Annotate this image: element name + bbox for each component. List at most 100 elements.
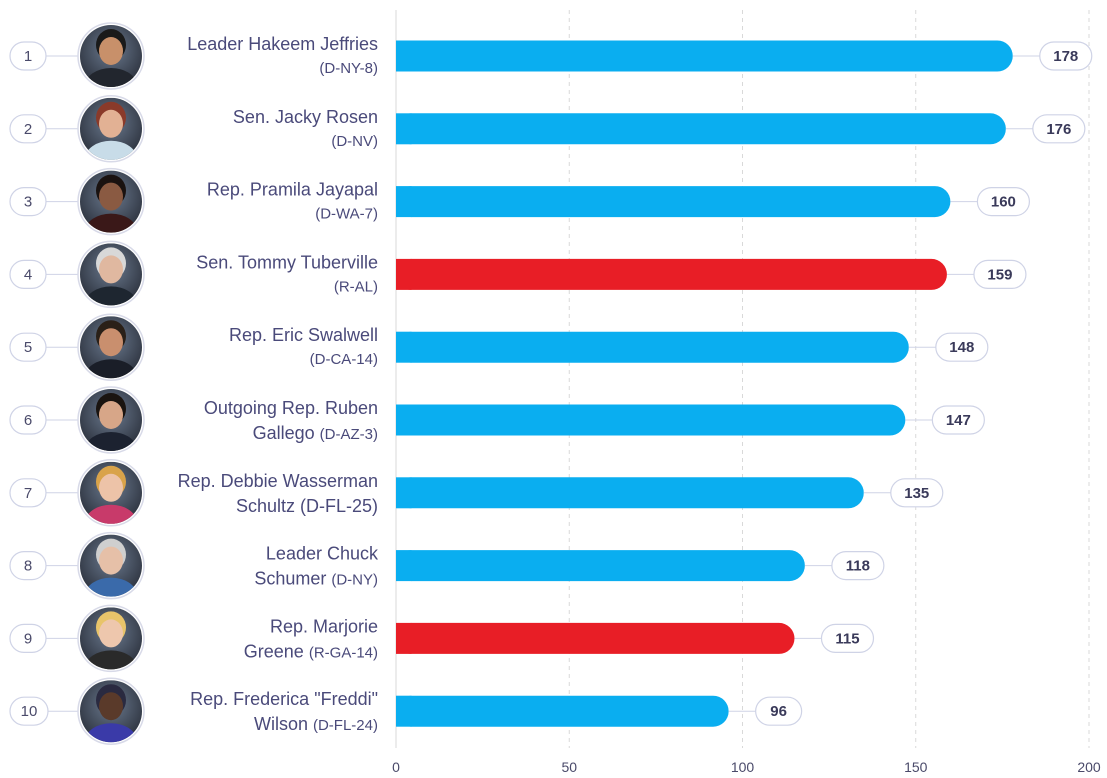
chart-row: 6 Outgoing Rep. Ruben Gallego (D-AZ-3) 147 bbox=[9, 386, 985, 454]
value-pill bbox=[820, 623, 875, 654]
rank-number: 3 bbox=[24, 194, 32, 211]
value-label: 160 bbox=[991, 194, 1016, 211]
value-pill bbox=[931, 405, 985, 435]
chart-rows: 1 Leader Hakeem Jeffries (D-NY-8) 178 2 Sen. … bbox=[9, 22, 1093, 745]
member-name: Rep. Frederica "Freddi" bbox=[190, 689, 378, 709]
member-party: (R-AL) bbox=[334, 278, 378, 295]
avatar-portrait-man-grey-hair bbox=[77, 240, 145, 309]
bar bbox=[396, 477, 864, 509]
avatar-portrait-woman-dark-hair bbox=[77, 167, 145, 236]
x-tick-label: 50 bbox=[561, 759, 577, 775]
member-party: (D-NY-8) bbox=[319, 60, 378, 77]
chart-row: 8 Leader Chuck Schumer (D-NY) 118 bbox=[9, 531, 885, 600]
chart-row: 7 Rep. Debbie Wasserman Schultz (D-FL-25) 1… bbox=[9, 459, 944, 527]
avatar-portrait-man-dark-suit bbox=[77, 22, 145, 90]
value-label: 147 bbox=[946, 412, 971, 429]
avatar-portrait-woman-blonde bbox=[77, 604, 145, 673]
value-pill bbox=[755, 696, 803, 726]
bar-left-edge bbox=[396, 404, 412, 436]
rank-number: 6 bbox=[24, 412, 32, 429]
bar-left-edge bbox=[396, 695, 412, 727]
member-name: Rep. Marjorie bbox=[270, 616, 378, 636]
value-pill bbox=[1039, 41, 1093, 71]
rank-number: 8 bbox=[24, 558, 32, 575]
avatar-portrait-woman-curly-blonde bbox=[77, 459, 145, 527]
rank-pill bbox=[9, 550, 47, 581]
member-name: Leader Chuck bbox=[266, 544, 379, 564]
bar bbox=[396, 695, 729, 727]
value-label: 118 bbox=[846, 558, 870, 575]
rank-number: 9 bbox=[24, 630, 32, 647]
bar-left-edge bbox=[396, 622, 412, 654]
bar-left-edge bbox=[396, 113, 412, 145]
bar-left-edge bbox=[396, 550, 412, 582]
chart-row: 2 Sen. Jacky Rosen (D-NV) 176 bbox=[9, 95, 1086, 163]
chart-row: 10 Rep. Frederica "Freddi" Wilson (D-FL-24)… bbox=[9, 677, 803, 745]
bar-left-edge bbox=[396, 477, 412, 509]
x-axis-ticks: 0 50 100 150 200 bbox=[392, 759, 1101, 775]
value-label: 159 bbox=[987, 266, 1012, 283]
value-pill bbox=[935, 332, 989, 362]
avatar-portrait-man-glasses bbox=[77, 531, 145, 600]
x-tick-label: 0 bbox=[392, 759, 400, 775]
member-party: (D-AZ-3) bbox=[320, 426, 378, 443]
member-party: (D-WA-7) bbox=[315, 206, 378, 223]
value-pill bbox=[973, 259, 1027, 289]
x-tick-label: 100 bbox=[731, 759, 755, 775]
rank-pill bbox=[9, 478, 47, 508]
member-name-line2: Wilson (D-FL-24) bbox=[254, 714, 378, 734]
rank-number: 4 bbox=[24, 266, 32, 283]
member-name-line2: Gallego (D-AZ-3) bbox=[253, 423, 378, 443]
bar bbox=[396, 622, 795, 654]
bar bbox=[396, 40, 1013, 72]
member-name: Sen. Tommy Tuberville bbox=[196, 252, 378, 272]
chart-row: 5 Rep. Eric Swalwell (D-CA-14) 148 bbox=[9, 313, 989, 381]
chart-row: 9 Rep. Marjorie Greene (R-GA-14) 115 bbox=[9, 604, 875, 673]
x-tick-label: 150 bbox=[904, 759, 928, 775]
member-name: Rep. Eric Swalwell bbox=[229, 325, 378, 345]
chart-row: 1 Leader Hakeem Jeffries (D-NY-8) 178 bbox=[9, 22, 1093, 90]
chart-row: 3 Rep. Pramila Jayapal (D-WA-7) 160 bbox=[9, 167, 1031, 236]
rank-pill bbox=[9, 41, 47, 71]
member-name: Rep. Pramila Jayapal bbox=[207, 180, 378, 200]
member-name: Leader Hakeem Jeffries bbox=[187, 34, 378, 54]
avatar-portrait-man-flag bbox=[77, 386, 145, 454]
rank-pill bbox=[9, 114, 47, 144]
bar bbox=[396, 331, 909, 363]
value-label: 148 bbox=[949, 339, 974, 356]
bar bbox=[396, 404, 906, 436]
rank-pill bbox=[9, 259, 47, 289]
member-party: (D-CA-14) bbox=[310, 351, 378, 368]
value-label: 135 bbox=[904, 485, 929, 502]
member-name-line2: Schultz (D-FL-25) bbox=[236, 496, 378, 516]
member-party: (D-FL-24) bbox=[313, 717, 378, 734]
bar bbox=[396, 186, 951, 218]
rank-pill bbox=[9, 623, 47, 654]
value-pill bbox=[890, 478, 944, 508]
avatar-portrait-woman-red-hair bbox=[77, 95, 145, 163]
bar-left-edge bbox=[396, 40, 412, 72]
value-pill bbox=[831, 550, 885, 581]
rank-pill bbox=[9, 187, 47, 217]
rank-pill bbox=[9, 696, 49, 726]
value-label: 96 bbox=[770, 703, 787, 720]
rank-number: 1 bbox=[24, 48, 32, 65]
bar bbox=[396, 113, 1006, 145]
value-label: 178 bbox=[1053, 48, 1078, 65]
bar-left-edge bbox=[396, 331, 412, 363]
x-tick-label: 200 bbox=[1077, 759, 1101, 775]
member-name-line2: Schumer (D-NY) bbox=[254, 569, 378, 589]
bar-left-edge bbox=[396, 258, 412, 290]
avatar-portrait-woman-cowboy-hat bbox=[77, 677, 145, 745]
chart-row: 4 Sen. Tommy Tuberville (R-AL) 159 bbox=[9, 240, 1027, 309]
rank-pill bbox=[9, 405, 47, 435]
avatar-portrait-man-suit bbox=[77, 313, 145, 381]
rank-pill bbox=[9, 332, 47, 362]
value-pill bbox=[1032, 114, 1086, 144]
value-label: 115 bbox=[835, 630, 859, 647]
member-party: (D-NY) bbox=[331, 572, 378, 589]
member-party: (D-NV) bbox=[331, 133, 378, 150]
bar-left-edge bbox=[396, 186, 412, 218]
rank-number: 10 bbox=[21, 703, 38, 720]
